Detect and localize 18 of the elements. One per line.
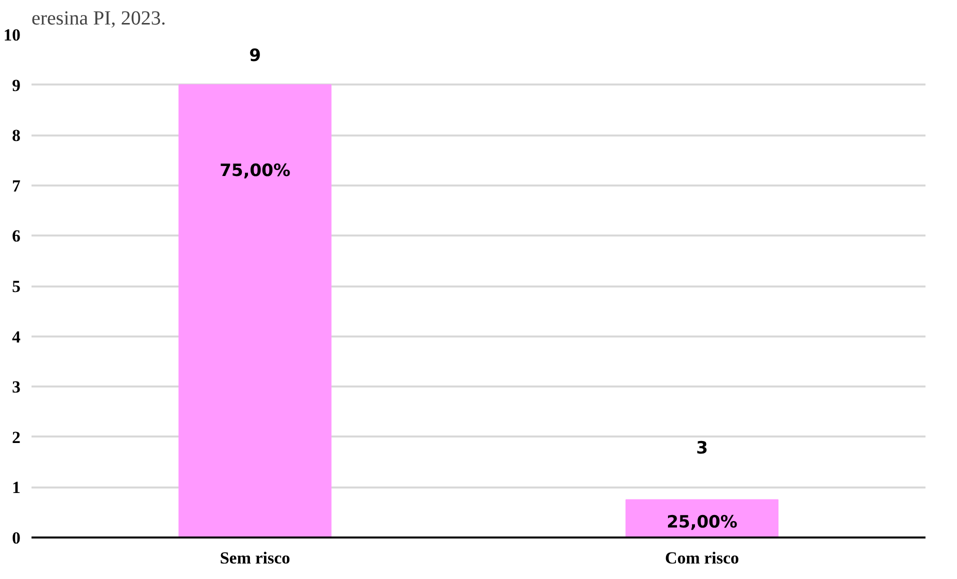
annotation: 3 — [696, 438, 708, 458]
y-tick-label: 8 — [12, 126, 20, 146]
y-tick-label: 3 — [12, 378, 20, 397]
y-tick-label: 6 — [12, 226, 20, 246]
y-tick-label: 1 — [12, 478, 20, 498]
y-tick-label: 10 — [4, 26, 20, 44]
chart-title: eresina PI, 2023. — [32, 8, 166, 30]
x-tick-label: Sem risco — [220, 548, 290, 568]
y-tick-label: 9 — [12, 76, 20, 95]
y-tick-label: 7 — [12, 176, 21, 196]
y-tick-label: 5 — [12, 277, 20, 296]
annotation: 25,00% — [666, 512, 738, 532]
y-tick-label: 0 — [12, 528, 20, 548]
y-tick-label: 4 — [12, 327, 21, 346]
y-tick-label: 2 — [12, 428, 20, 447]
annotation: 9 — [249, 46, 261, 66]
x-tick-label: Com risco — [664, 548, 740, 568]
annotation: 75,00% — [220, 160, 290, 181]
